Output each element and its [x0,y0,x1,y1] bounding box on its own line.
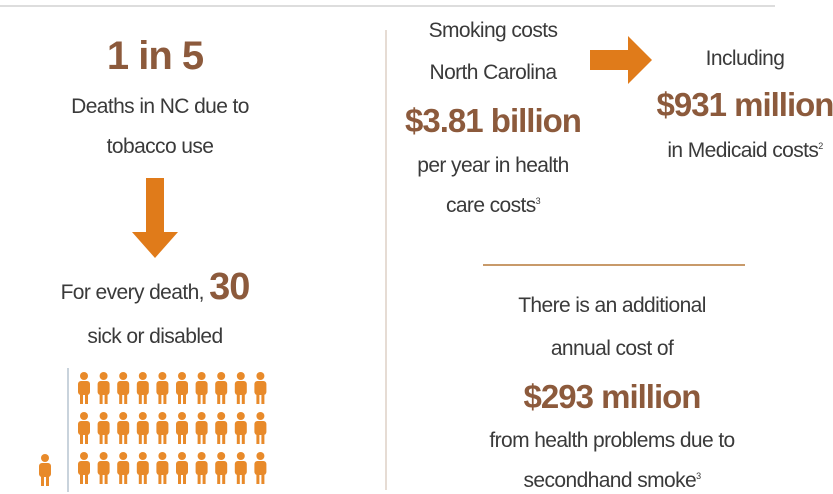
right-arrow [590,36,652,84]
text: per year in health [417,154,569,177]
stat: 30 [209,266,250,308]
person-icon [215,452,228,484]
footnote: 2 [818,141,823,151]
headline: 1 in 5 [106,34,204,78]
text: tobacco use [106,135,214,158]
text: from health problems due to [489,429,735,452]
person-icon [176,412,188,444]
text: For every death, [60,281,205,304]
person-icon [195,372,208,404]
text: care costs [445,194,536,217]
person-icon [78,452,90,484]
person-icon [156,372,169,404]
person-icon [176,452,188,484]
text-line: care costs3 [445,194,541,217]
text-line: in Medicaid costs2 [667,139,823,162]
text: There is an additional [518,294,706,317]
person-icon [234,452,247,484]
person-icon [176,372,188,404]
person-icon [39,454,51,486]
text: Including [705,47,785,70]
footnote: 3 [696,471,701,481]
down-arrow [132,178,178,258]
person-icon [97,452,110,484]
person-icon [117,452,130,484]
person-icon [78,412,90,444]
person-icon [254,452,267,484]
person-icon [117,412,130,444]
person-icon [195,452,208,484]
footnote: 3 [535,196,541,206]
icon-grid [78,372,267,484]
person-icon [195,412,208,444]
person-icon [156,452,169,484]
person-icon [254,372,267,404]
person-icon [215,412,228,444]
text: North Carolina [429,61,558,84]
text: sick or disabled [87,325,223,348]
person-icon [254,412,267,444]
person-icon [234,412,247,444]
person-icon [117,372,130,404]
person-icon [156,412,169,444]
amount: $3.81 billion [405,102,582,139]
text-line: For every death, 30 [60,266,251,308]
text: secondhand smoke [523,469,697,492]
person-icon [97,372,110,404]
person-icon [136,372,149,404]
text: annual cost of [550,337,674,360]
person-icon [234,372,247,404]
text-line: secondhand smoke3 [523,469,702,492]
person-icon [97,412,110,444]
person-icon [78,372,90,404]
person-icon [136,452,149,484]
amount: $293 million [523,378,702,415]
amount: $931 million [656,86,833,123]
text: Deaths in NC due to [71,95,249,118]
text: in Medicaid costs [667,139,819,162]
text: Smoking costs [428,19,558,42]
person-icon [215,372,228,404]
person-icon [136,412,149,444]
